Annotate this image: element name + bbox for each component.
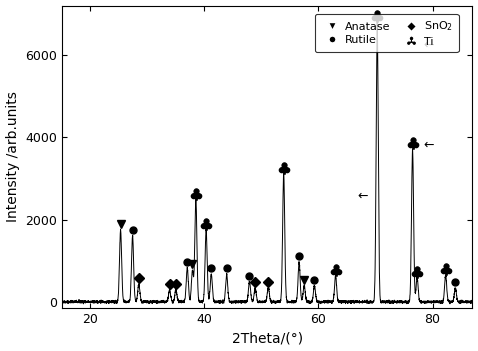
X-axis label: 2Theta/(°): 2Theta/(°) bbox=[231, 331, 303, 345]
Text: ←: ← bbox=[423, 138, 434, 151]
Text: ←: ← bbox=[358, 190, 368, 203]
Y-axis label: Intensity /arb.units: Intensity /arb.units bbox=[6, 91, 20, 222]
Legend: Anatase, Rutile, SnO$_2$, Ti: Anatase, Rutile, SnO$_2$, Ti bbox=[315, 14, 459, 52]
Text: ←: ← bbox=[423, 38, 434, 51]
